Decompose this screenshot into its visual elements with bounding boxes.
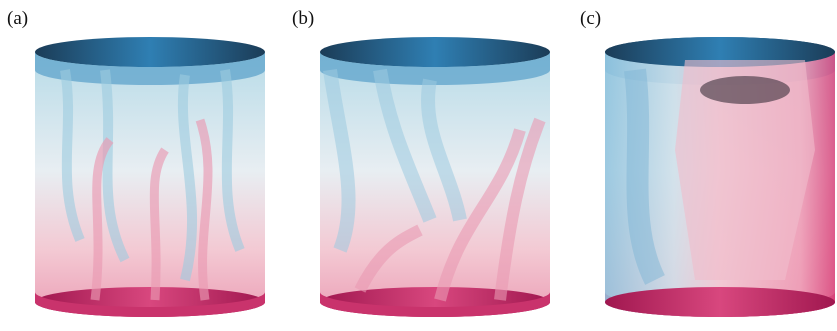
panel-c: (c): [580, 8, 835, 317]
panel-label: (b): [292, 8, 314, 29]
panel-b: (b): [292, 8, 550, 317]
panel-a: (a): [7, 8, 265, 317]
figure: (a) (b) (c): [0, 0, 837, 331]
panel-label: (c): [580, 8, 601, 29]
panel-label: (a): [7, 8, 28, 29]
